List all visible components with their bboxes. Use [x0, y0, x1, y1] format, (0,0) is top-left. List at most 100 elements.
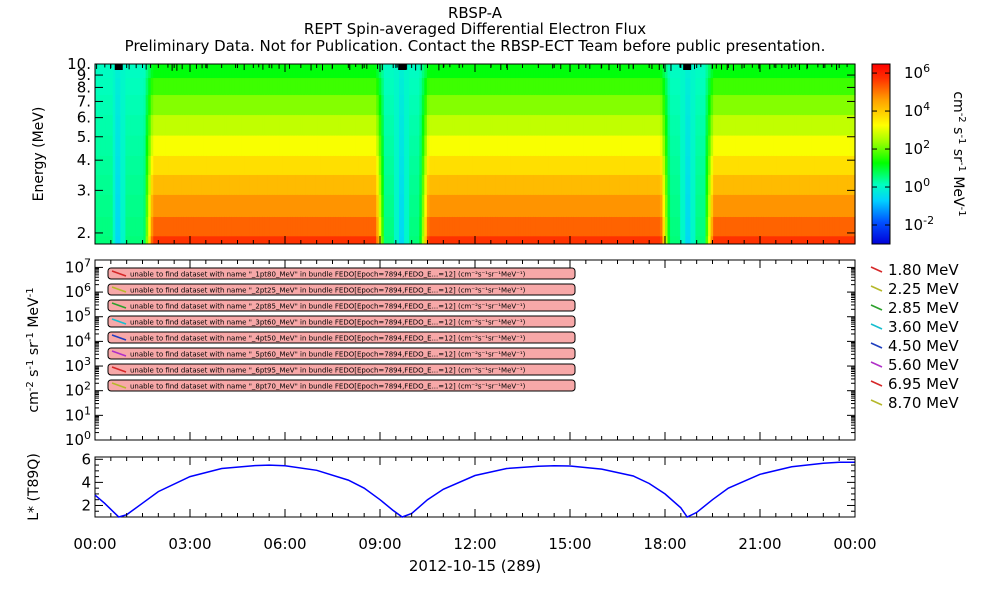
- spectrogram-cell: [442, 194, 446, 218]
- spectrogram-cell: [358, 216, 362, 237]
- spectrogram-cell: [350, 194, 354, 218]
- spectrogram-cell: [155, 235, 159, 245]
- spectrogram-cell: [323, 77, 327, 96]
- spectrogram-cell: [804, 94, 808, 116]
- spectrogram-cell: [259, 135, 263, 156]
- spectrogram-cell: [632, 155, 636, 175]
- spectrogram-cell: [581, 64, 585, 79]
- spectrogram-cell: [165, 194, 170, 218]
- spectrogram-cell: [269, 94, 273, 116]
- legend-swatch: [870, 380, 883, 387]
- spectrogram-cell: [264, 77, 268, 96]
- spectrogram-cell: [639, 64, 643, 79]
- spectrogram-cell: [589, 135, 593, 156]
- spectrogram-cell: [257, 235, 261, 245]
- spectrogram-cell: [244, 235, 248, 245]
- spectrogram-cell: [315, 135, 319, 156]
- spectrogram-cell: [328, 135, 332, 156]
- spectrogram-cell: [234, 77, 238, 96]
- spectrogram-cell: [799, 94, 803, 116]
- spectrogram-cell: [244, 216, 248, 237]
- spectrogram-cell: [475, 77, 479, 96]
- spectrogram-cell: [320, 235, 324, 245]
- spectrogram-cell: [366, 235, 370, 245]
- spectrogram-cell: [120, 77, 124, 96]
- spectrogram-cell: [601, 174, 605, 195]
- spectrogram-cell: [768, 194, 772, 218]
- spectrogram-cell: [345, 114, 349, 136]
- spectrogram-cell: [95, 194, 99, 218]
- spectrogram-cell: [502, 77, 506, 96]
- spectrogram-cell: [366, 64, 370, 79]
- spectrogram-cell: [434, 94, 438, 116]
- spectrogram-cell: [373, 155, 377, 175]
- spectrogram-cell: [391, 216, 395, 237]
- spectrogram-cell: [320, 216, 324, 237]
- spectrogram-cell: [196, 194, 200, 218]
- spectrogram-cell: [323, 155, 327, 175]
- spectrogram-cell: [171, 135, 175, 156]
- spectrogram-cell: [345, 64, 349, 79]
- spectrogram-cell: [758, 135, 762, 156]
- spectrogram-cell: [191, 135, 195, 156]
- spectrogram-cell: [449, 174, 453, 195]
- spectrogram-cell: [837, 174, 841, 195]
- spectrogram-cell: [794, 77, 798, 96]
- spectrogram-cell: [799, 135, 803, 156]
- spectrogram-cell: [186, 216, 190, 237]
- spectrogram-cell: [601, 77, 605, 96]
- spectrogram-cell: [667, 77, 671, 96]
- spectrogram-cell: [753, 216, 757, 237]
- spectrogram-cell: [444, 174, 448, 195]
- spectrogram-cell: [619, 216, 623, 237]
- spectrogram-cell: [629, 155, 633, 175]
- spectrogram-cell: [244, 77, 248, 96]
- spectrogram-cell: [100, 174, 104, 195]
- spectrogram-cell: [117, 174, 121, 195]
- y-tick-label: 6.: [77, 109, 91, 127]
- spectrogram-cell: [682, 194, 686, 218]
- spectrogram-cell: [163, 94, 167, 116]
- spectrogram-cell: [700, 235, 704, 245]
- spectrogram-cell: [492, 64, 496, 79]
- spectrogram-cell: [373, 216, 377, 237]
- spectrogram-cell: [548, 194, 552, 218]
- spectrogram-cell: [589, 216, 593, 237]
- spectrogram-cell: [348, 77, 352, 96]
- spectrogram-cell: [538, 114, 542, 136]
- spectrogram-cell: [426, 135, 430, 156]
- spectrogram-cell: [852, 77, 856, 96]
- spectrogram-cell: [191, 77, 195, 96]
- spectrogram-cell: [355, 114, 360, 136]
- spectrogram-cell: [133, 114, 137, 136]
- spectrogram-cell: [751, 194, 755, 218]
- spectrogram-cell: [464, 135, 468, 156]
- spectrogram-cell: [639, 174, 643, 195]
- spectrogram-cell: [662, 94, 666, 116]
- spectrogram-cell: [160, 77, 164, 96]
- spectrogram-cell: [434, 235, 438, 245]
- spectrogram-cell: [226, 194, 230, 218]
- spectrogram-cell: [490, 235, 494, 245]
- flux-y-label: cm-2 s-1 sr-1 MeV-1: [25, 287, 43, 412]
- spectrogram-cell: [513, 135, 517, 156]
- spectrogram-cell: [287, 194, 291, 218]
- spectrogram-cell: [345, 135, 349, 156]
- spectrogram-cell: [388, 64, 392, 79]
- spectrogram-cell: [254, 174, 258, 195]
- spectrogram-cell: [105, 135, 109, 156]
- spectrogram-cell: [779, 94, 783, 116]
- spectrogram-cell: [606, 114, 610, 136]
- spectrogram-cell: [647, 114, 651, 136]
- spectrogram-cell: [748, 174, 752, 195]
- spectrogram-cell: [234, 194, 238, 218]
- spectrogram-cell: [665, 216, 669, 237]
- spectrogram-cell: [672, 216, 676, 237]
- spectrogram-cell: [573, 114, 577, 136]
- spectrogram-cell: [274, 174, 278, 195]
- spectrogram-cell: [695, 194, 699, 218]
- spectrogram-cell: [424, 64, 428, 79]
- spectrogram-cell: [507, 94, 512, 116]
- spectrogram-cell: [150, 77, 154, 96]
- spectrogram-cell: [786, 114, 790, 136]
